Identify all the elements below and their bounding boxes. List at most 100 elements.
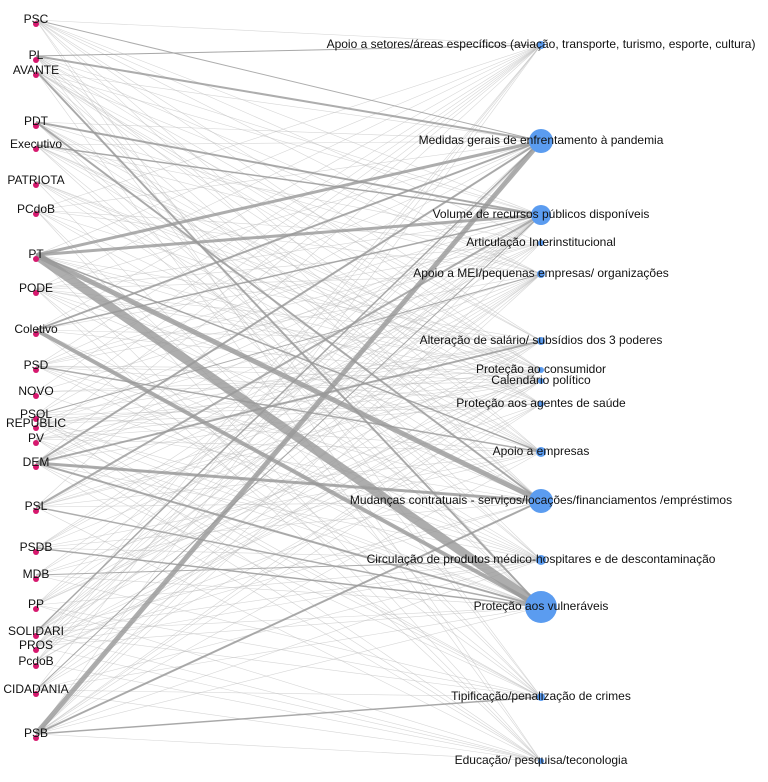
- edge: [35, 365, 542, 561]
- edge: [35, 451, 542, 549]
- edge: [35, 438, 542, 608]
- edge: [35, 242, 542, 393]
- edge: [35, 214, 542, 331]
- edge: [35, 214, 542, 691]
- right-node: [537, 270, 545, 278]
- edge: [35, 140, 542, 606]
- edge: [35, 631, 542, 762]
- left-node: [33, 691, 39, 697]
- edge: [35, 340, 542, 508]
- edge: [35, 273, 542, 416]
- right-node: [538, 367, 544, 373]
- edge: [35, 328, 542, 609]
- edge: [35, 423, 542, 502]
- left-node-label: PODE: [19, 281, 53, 295]
- edge: [35, 214, 542, 549]
- edge: [35, 506, 542, 762]
- left-node: [33, 290, 39, 296]
- edge: [35, 121, 542, 216]
- edge: [35, 209, 542, 453]
- left-node: [33, 146, 39, 152]
- edge: [35, 451, 542, 735]
- edge: [35, 44, 542, 416]
- right-node: [531, 205, 551, 225]
- left-node: [33, 425, 39, 431]
- edge: [35, 606, 542, 633]
- edge: [35, 574, 542, 608]
- edge: [35, 44, 542, 464]
- edge: [35, 70, 542, 142]
- edge: [35, 209, 542, 762]
- left-node-label: PROS: [19, 638, 53, 652]
- edge: [35, 365, 542, 371]
- left-node: [33, 21, 39, 27]
- edge: [35, 44, 542, 331]
- edge: [35, 631, 542, 698]
- left-node-label: NOVO: [18, 384, 53, 398]
- left-node: [33, 331, 39, 337]
- edge: [35, 254, 542, 342]
- edge: [35, 144, 542, 216]
- left-node: [33, 182, 39, 188]
- edge: [35, 438, 542, 453]
- left-node: [33, 416, 39, 422]
- edge: [35, 500, 542, 647]
- edge: [35, 273, 542, 735]
- edge: [35, 214, 542, 735]
- edge: [35, 273, 542, 576]
- edge: [35, 369, 542, 425]
- edge: [35, 121, 542, 382]
- left-node-label: PSD: [24, 358, 49, 372]
- right-node-label: Alteração de salário/ subsídios dos 3 po…: [420, 333, 663, 347]
- left-node: [33, 393, 39, 399]
- edge: [35, 140, 542, 331]
- edge: [35, 140, 542, 290]
- edge: [35, 19, 542, 275]
- edge: [35, 329, 542, 382]
- edge: [35, 661, 542, 762]
- edge: [35, 696, 542, 735]
- edge: [35, 19, 542, 142]
- edge: [35, 462, 542, 608]
- left-node-label: PT: [28, 247, 44, 261]
- left-node-label: DEM: [23, 455, 50, 469]
- right-node-label: Apoio a setores/áreas específicos (aviaç…: [327, 37, 756, 51]
- edge: [35, 369, 542, 393]
- right-node-label: Circulação de produtos médico-hospitares…: [367, 552, 716, 566]
- edge: [35, 689, 542, 698]
- left-node-label: Coletivo: [14, 322, 58, 336]
- edge: [35, 340, 542, 464]
- edge: [35, 547, 542, 608]
- edge: [35, 44, 542, 508]
- edge: [35, 19, 542, 698]
- edge: [35, 140, 542, 146]
- edge: [35, 121, 542, 453]
- edge: [35, 214, 542, 508]
- left-node-label: PSL: [25, 499, 48, 513]
- right-node: [525, 591, 557, 623]
- edge: [35, 273, 542, 290]
- edge: [35, 180, 542, 502]
- edge: [35, 403, 542, 647]
- edge: [35, 369, 542, 735]
- right-node: [538, 240, 544, 246]
- right-node: [538, 758, 544, 764]
- right-node: [537, 41, 545, 49]
- edge: [35, 506, 542, 608]
- right-node: [529, 489, 553, 513]
- left-node-label: CIDADANIA: [3, 682, 68, 696]
- edge: [35, 44, 542, 393]
- edge: [35, 180, 542, 382]
- edge: [35, 70, 542, 608]
- right-node-label: Medidas gerais de enfrentamento à pandem…: [419, 133, 664, 147]
- edge: [35, 273, 542, 425]
- edge: [35, 273, 542, 549]
- edge: [35, 365, 542, 453]
- left-node: [33, 663, 39, 669]
- left-node: [33, 57, 39, 63]
- right-node-label: Apoio a empresas: [493, 444, 590, 458]
- edge: [35, 288, 542, 382]
- edge: [35, 44, 542, 256]
- edge: [35, 559, 542, 606]
